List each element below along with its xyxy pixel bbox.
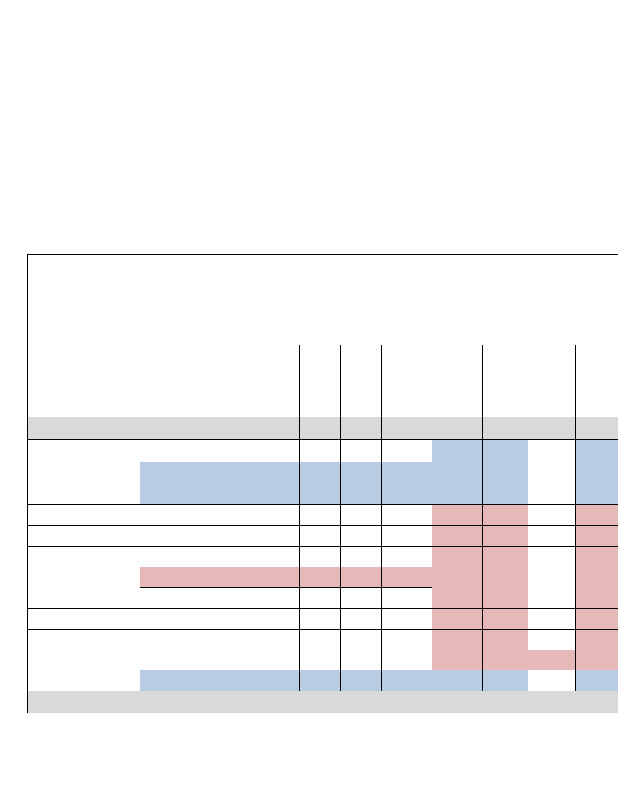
blue-cell (140, 670, 528, 691)
blue-cell (575, 670, 618, 691)
pink-cell (575, 504, 618, 670)
pink-cell (432, 504, 528, 670)
pink-cell (140, 567, 432, 587)
blue-cell (575, 440, 618, 504)
pink-cell (528, 650, 575, 670)
blue-cell (140, 462, 528, 504)
footer-band (28, 691, 618, 713)
header-band (28, 417, 618, 439)
